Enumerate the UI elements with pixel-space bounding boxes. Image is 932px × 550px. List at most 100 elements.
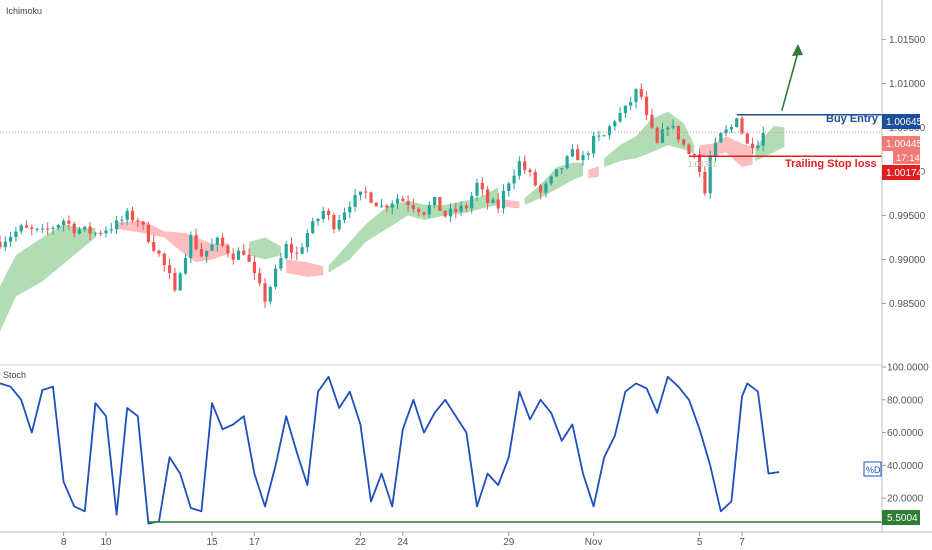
price-tick-label: 0.98500 <box>889 299 926 310</box>
kumo-bearish-segment <box>286 259 324 277</box>
stoch-tick-label: 20.0000 <box>887 494 924 505</box>
candle-up <box>35 228 39 230</box>
buy-entry-price: 1.00645 <box>886 117 923 128</box>
candle-down <box>199 249 203 257</box>
candle-down <box>464 205 468 209</box>
stoch-tick-label: 100.0000 <box>887 363 929 374</box>
candle-up <box>501 190 506 209</box>
candle-up <box>183 258 188 274</box>
candle-up <box>448 208 453 217</box>
candle-down <box>374 202 378 207</box>
kumo-bearish-segment <box>588 166 599 179</box>
candle-down <box>703 171 707 194</box>
candle-up <box>475 182 479 196</box>
candle-up <box>62 220 66 225</box>
candle-up <box>51 227 55 229</box>
candle-up <box>613 121 617 127</box>
candle-up <box>560 168 564 170</box>
candle-down <box>496 199 500 209</box>
candle-down <box>136 220 140 222</box>
kumo-bullish-segment <box>604 111 695 168</box>
candle-down <box>226 245 230 254</box>
candle-up <box>14 231 18 238</box>
price-tick-label: 1.01500 <box>889 35 926 46</box>
bar-countdown: 17:14 <box>896 153 920 164</box>
kumo-bullish-segment <box>0 224 96 332</box>
candle-down <box>438 197 442 211</box>
candle-down <box>168 265 172 273</box>
candle-down <box>401 198 405 202</box>
candle-up <box>660 129 665 143</box>
candle-down <box>486 189 490 203</box>
candle-down <box>385 205 389 208</box>
stoch-low-tag <box>882 510 920 525</box>
candle-down <box>422 212 426 215</box>
candle-down <box>289 243 294 253</box>
candle-down <box>655 127 659 143</box>
candle-down <box>157 250 161 254</box>
candle-up <box>104 230 108 234</box>
percent-d-label: %D <box>866 465 881 475</box>
stoch-axis[interactable]: 100.0000 80.0000 60.0000 40.0000 20.0000 <box>882 363 929 505</box>
candle-down <box>740 118 744 134</box>
candle-up <box>713 142 718 158</box>
candle-up <box>358 191 362 195</box>
candle-up <box>554 169 559 177</box>
candle-up <box>729 127 733 130</box>
candle-up <box>178 273 182 291</box>
candle-down <box>576 149 580 161</box>
candle-up <box>215 237 219 245</box>
hidden-price-label: 1.00381 <box>688 160 717 169</box>
candle-down <box>417 208 421 213</box>
candle-down <box>533 171 537 186</box>
candle-down <box>639 89 643 97</box>
candle-up <box>586 153 590 156</box>
candle-up <box>390 203 394 208</box>
candle-up <box>279 258 283 269</box>
candle-up <box>342 212 347 221</box>
candle-up <box>517 161 521 176</box>
buy-entry-price-tag <box>882 114 920 129</box>
stop-price-tag <box>882 165 920 180</box>
candle-down <box>173 272 177 291</box>
time-tick-label: 5 <box>697 537 703 548</box>
kumo-bullish-segment <box>755 125 785 161</box>
candle-up <box>210 244 214 251</box>
candle-down <box>194 234 198 250</box>
time-tick-label: 22 <box>355 537 367 548</box>
candle-up <box>459 205 463 212</box>
candle-down <box>751 143 755 149</box>
current-price-tag <box>882 136 920 151</box>
candle-up <box>724 129 728 134</box>
candle-up <box>120 219 124 221</box>
candle-up <box>512 175 516 184</box>
candle-down <box>682 139 686 145</box>
candle-down <box>30 227 34 229</box>
candle-up <box>316 218 320 222</box>
candle-up <box>348 206 352 213</box>
percent-d-tag <box>863 461 882 477</box>
candle-up <box>284 243 288 259</box>
candle-down <box>645 96 649 115</box>
candle-up <box>708 157 712 194</box>
candle-up <box>761 132 765 146</box>
time-tick-label: 15 <box>206 537 218 548</box>
candle-down <box>650 114 654 128</box>
buy-entry-label: Buy Entry <box>826 113 879 125</box>
candle-up <box>491 199 495 203</box>
candle-up <box>321 210 325 219</box>
candle-down <box>523 161 527 170</box>
candle-down <box>72 223 76 234</box>
time-axis[interactable]: 8 10 15 17 22 24 29 Nov 5 7 <box>61 532 745 548</box>
time-tick-label: 7 <box>739 537 745 548</box>
candle-up <box>602 135 606 137</box>
time-tick-label: 17 <box>249 537 261 548</box>
stoch-tick-label: 60.0000 <box>887 428 924 439</box>
candle-down <box>411 205 415 209</box>
countdown-tag <box>893 151 920 164</box>
candle-up <box>77 229 82 234</box>
stoch-tick-label: 80.0000 <box>887 395 924 406</box>
candle-down <box>247 254 251 262</box>
